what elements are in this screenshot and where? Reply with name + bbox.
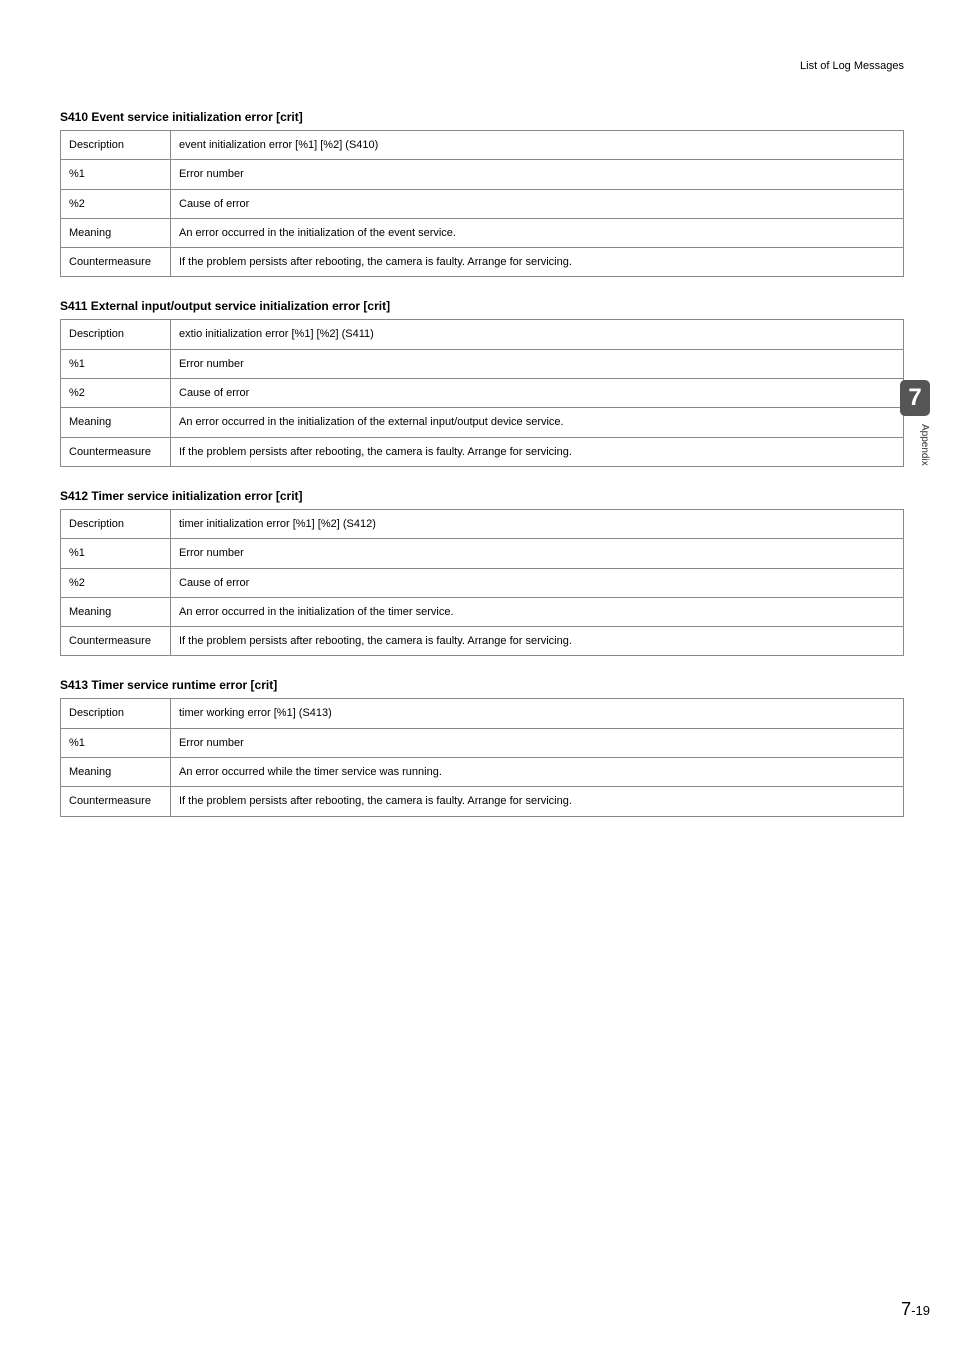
cell-value: If the problem persists after rebooting,… [171,437,904,466]
cell-value: event initialization error [%1] [%2] (S4… [171,131,904,160]
cell-value: Cause of error [171,189,904,218]
cell-label: Meaning [61,758,171,787]
cell-value: timer initialization error [%1] [%2] (S4… [171,509,904,538]
chapter-number-badge: 7 [900,380,930,416]
cell-value: Cause of error [171,379,904,408]
cell-label: Description [61,509,171,538]
log-table-s413: Descriptiontimer working error [%1] (S41… [60,698,904,816]
table-row: MeaningAn error occurred in the initiali… [61,218,904,247]
cell-value: Error number [171,539,904,568]
table-row: MeaningAn error occurred while the timer… [61,758,904,787]
chapter-tab: 7 Appendix [900,380,930,466]
table-row: CountermeasureIf the problem persists af… [61,437,904,466]
cell-label: %1 [61,539,171,568]
table-row: CountermeasureIf the problem persists af… [61,627,904,656]
cell-label: Meaning [61,218,171,247]
cell-value: An error occurred in the initialization … [171,408,904,437]
table-row: Descriptiontimer initialization error [%… [61,509,904,538]
table-row: %1Error number [61,160,904,189]
section-title: S410 Event service initialization error … [60,110,904,124]
table-row: Descriptionevent initialization error [%… [61,131,904,160]
cell-label: Meaning [61,408,171,437]
section-s412: S412 Timer service initialization error … [60,489,904,656]
section-title: S411 External input/output service initi… [60,299,904,313]
table-row: %2Cause of error [61,379,904,408]
cell-value: Error number [171,728,904,757]
section-title: S413 Timer service runtime error [crit] [60,678,904,692]
cell-label: Description [61,131,171,160]
cell-value: An error occurred while the timer servic… [171,758,904,787]
table-row: MeaningAn error occurred in the initiali… [61,597,904,626]
cell-value: If the problem persists after rebooting,… [171,787,904,816]
cell-value: Error number [171,160,904,189]
cell-value: timer working error [%1] (S413) [171,699,904,728]
table-row: %1Error number [61,349,904,378]
cell-label: %1 [61,349,171,378]
cell-label: %1 [61,728,171,757]
cell-value: Cause of error [171,568,904,597]
page-footer: 7-19 [901,1299,930,1320]
table-row: %1Error number [61,728,904,757]
header-breadcrumb: List of Log Messages [60,60,904,72]
section-s413: S413 Timer service runtime error [crit] … [60,678,904,816]
section-s411: S411 External input/output service initi… [60,299,904,466]
chapter-label: Appendix [900,424,930,466]
cell-label: Description [61,699,171,728]
cell-value: An error occurred in the initialization … [171,218,904,247]
cell-label: %1 [61,160,171,189]
cell-label: Description [61,320,171,349]
page-content: List of Log Messages S410 Event service … [0,0,954,847]
table-row: %2Cause of error [61,568,904,597]
cell-label: Countermeasure [61,787,171,816]
section-s410: S410 Event service initialization error … [60,110,904,277]
table-row: CountermeasureIf the problem persists af… [61,248,904,277]
table-row: Descriptiontimer working error [%1] (S41… [61,699,904,728]
cell-label: Countermeasure [61,248,171,277]
cell-label: %2 [61,379,171,408]
cell-label: %2 [61,189,171,218]
table-row: Descriptionextio initialization error [%… [61,320,904,349]
log-table-s410: Descriptionevent initialization error [%… [60,130,904,277]
footer-chapter: 7 [901,1299,911,1319]
table-row: CountermeasureIf the problem persists af… [61,787,904,816]
table-row: %2Cause of error [61,189,904,218]
cell-value: Error number [171,349,904,378]
cell-value: If the problem persists after rebooting,… [171,627,904,656]
cell-value: An error occurred in the initialization … [171,597,904,626]
cell-value: extio initialization error [%1] [%2] (S4… [171,320,904,349]
cell-label: Countermeasure [61,627,171,656]
footer-page: 19 [916,1303,930,1318]
log-table-s412: Descriptiontimer initialization error [%… [60,509,904,656]
table-row: MeaningAn error occurred in the initiali… [61,408,904,437]
cell-value: If the problem persists after rebooting,… [171,248,904,277]
cell-label: Countermeasure [61,437,171,466]
table-row: %1Error number [61,539,904,568]
cell-label: %2 [61,568,171,597]
log-table-s411: Descriptionextio initialization error [%… [60,319,904,466]
cell-label: Meaning [61,597,171,626]
section-title: S412 Timer service initialization error … [60,489,904,503]
